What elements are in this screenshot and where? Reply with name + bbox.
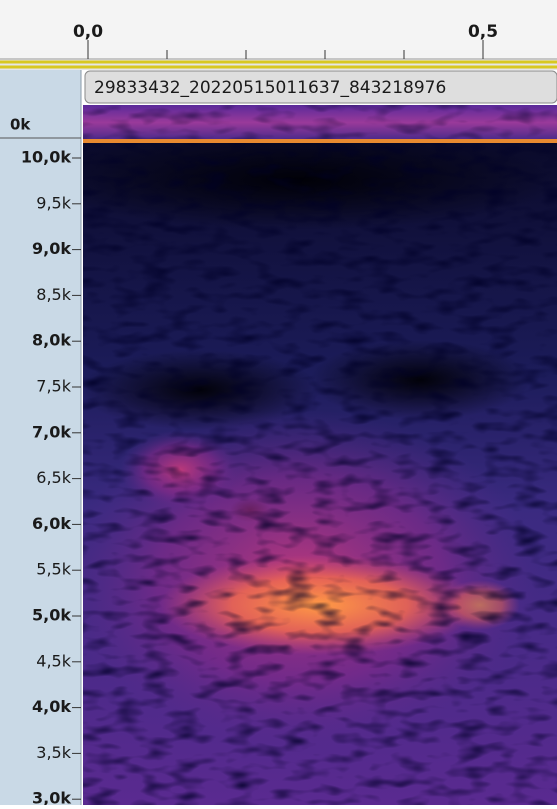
audacity-view: 0,0 0,5 29833432_20220515011637_84321897… <box>0 0 557 805</box>
overview-label: 0k <box>10 116 31 134</box>
track-name: 29833432_20220515011637_843218976 <box>94 78 446 98</box>
frequency-label: 7,5k <box>36 377 71 396</box>
frequency-label: 5,5k <box>36 560 71 579</box>
separator <box>83 139 557 143</box>
spectrogram-texture <box>83 143 557 805</box>
frequency-label: 9,5k <box>36 193 71 212</box>
frequency-label: 7,0k <box>32 422 71 441</box>
overview-texture <box>83 105 557 140</box>
page: 0,0 0,5 29833432_20220515011637_84321897… <box>0 0 557 805</box>
frequency-label: 3,0k <box>32 789 71 805</box>
time-label: 0,0 <box>73 22 103 42</box>
frequency-label: 8,0k <box>32 331 71 350</box>
time-label: 0,5 <box>468 22 498 42</box>
frequency-label: 4,5k <box>36 651 71 670</box>
frequency-label: 10,0k <box>21 148 71 167</box>
frequency-label: 4,0k <box>32 697 71 716</box>
frequency-label: 6,0k <box>32 514 71 533</box>
frequency-label: 8,5k <box>36 285 71 304</box>
spectrogram <box>40 130 557 805</box>
frequency-label: 5,0k <box>32 606 71 625</box>
frequency-label: 9,0k <box>32 239 71 258</box>
frequency-label: 6,5k <box>36 468 71 487</box>
frequency-label: 3,5k <box>36 743 71 762</box>
